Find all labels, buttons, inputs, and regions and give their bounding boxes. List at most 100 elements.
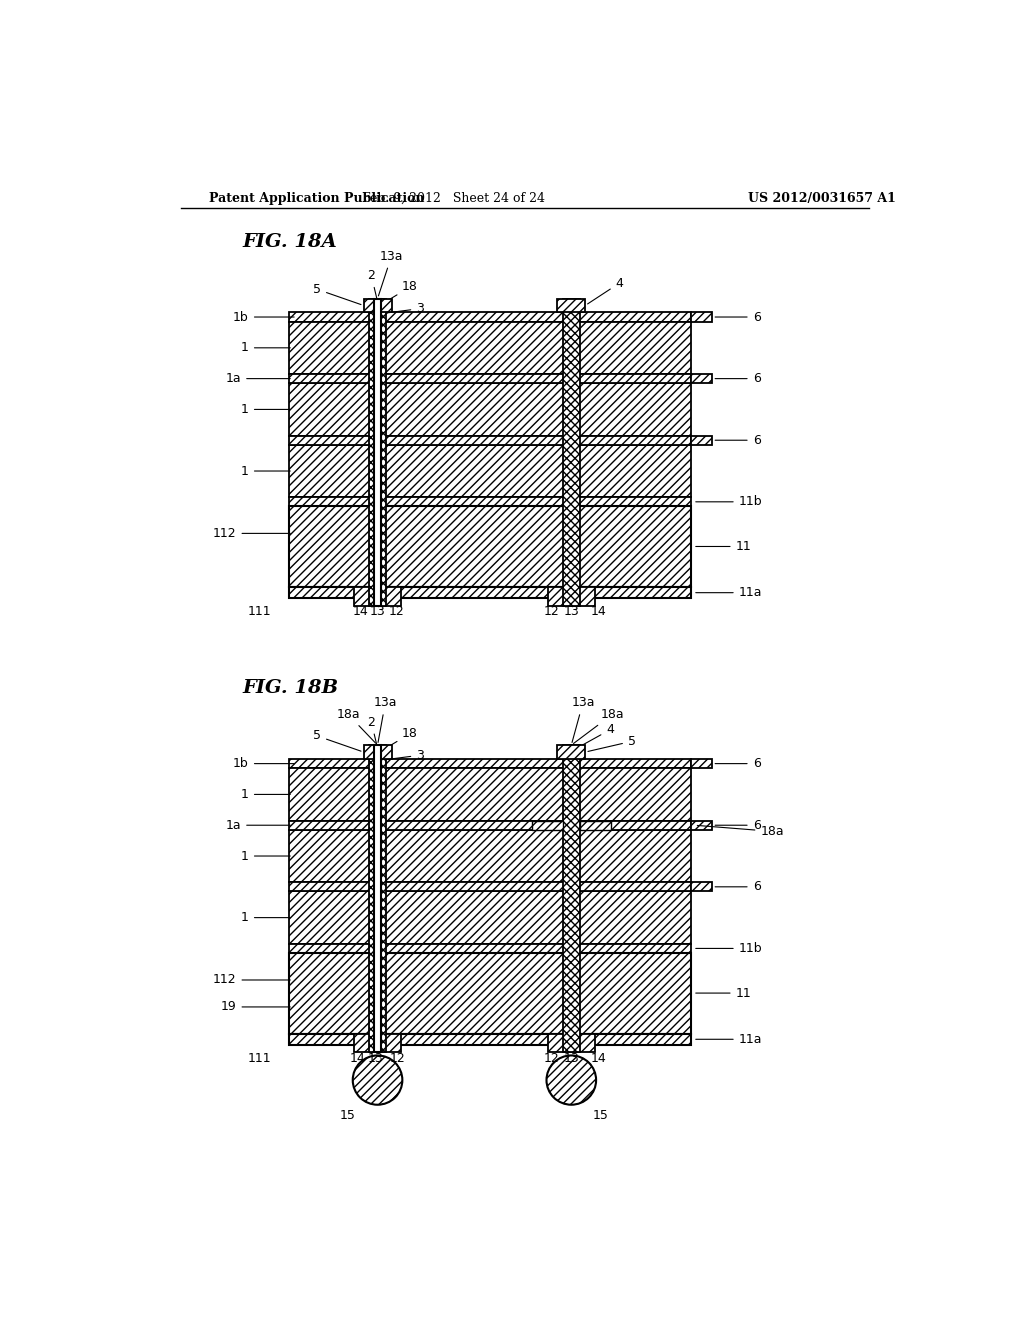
Bar: [690, 436, 713, 445]
Bar: [289, 768, 690, 821]
Bar: [289, 436, 690, 445]
Text: 13: 13: [563, 1052, 580, 1065]
Bar: [289, 821, 690, 830]
Bar: [690, 313, 713, 322]
Text: 111: 111: [248, 1052, 271, 1065]
Text: 13a: 13a: [379, 249, 403, 296]
Text: 1b: 1b: [233, 310, 294, 323]
Text: 12: 12: [389, 606, 404, 619]
Text: 14: 14: [349, 1052, 366, 1065]
Bar: [580, 821, 611, 830]
Text: 14: 14: [591, 1052, 606, 1065]
Text: 112: 112: [213, 527, 290, 540]
Text: 11a: 11a: [695, 586, 762, 599]
Text: 1: 1: [241, 342, 290, 354]
Bar: [563, 744, 580, 1052]
Text: 1: 1: [241, 911, 290, 924]
Bar: [548, 587, 595, 606]
Bar: [289, 944, 690, 953]
Text: 11: 11: [695, 540, 752, 553]
Text: 3: 3: [382, 748, 424, 762]
Circle shape: [547, 1056, 596, 1105]
Text: 12: 12: [390, 1052, 406, 1065]
Text: 18a: 18a: [336, 708, 376, 743]
Text: 6: 6: [715, 372, 761, 385]
Text: 1b: 1b: [233, 758, 294, 770]
Text: 5: 5: [313, 730, 361, 751]
Text: 13: 13: [370, 606, 385, 619]
Bar: [563, 298, 580, 606]
Bar: [289, 587, 690, 598]
Text: US 2012/0031657 A1: US 2012/0031657 A1: [748, 191, 896, 205]
Text: 13: 13: [563, 606, 580, 619]
Text: 14: 14: [591, 606, 606, 619]
Bar: [369, 744, 386, 1052]
Bar: [289, 953, 690, 1034]
Bar: [354, 1034, 400, 1052]
Text: 1: 1: [241, 465, 290, 478]
Text: 1a: 1a: [225, 818, 290, 832]
Bar: [289, 891, 690, 944]
Text: 2: 2: [368, 269, 377, 298]
Bar: [289, 882, 690, 891]
Bar: [289, 383, 690, 436]
Text: 3: 3: [382, 302, 424, 315]
Text: 112: 112: [213, 973, 290, 986]
Text: 13a: 13a: [571, 696, 595, 742]
Bar: [375, 298, 381, 606]
Text: 6: 6: [715, 758, 761, 770]
Text: 15: 15: [593, 1109, 608, 1122]
Text: 14: 14: [352, 606, 369, 619]
Text: 12: 12: [544, 606, 560, 619]
Text: 18: 18: [383, 727, 418, 750]
Text: 2: 2: [368, 715, 377, 746]
Text: 4: 4: [572, 723, 614, 751]
Text: 1: 1: [241, 788, 290, 801]
Bar: [289, 830, 690, 882]
Text: FIG. 18A: FIG. 18A: [243, 232, 338, 251]
Bar: [289, 313, 690, 322]
Bar: [531, 821, 563, 830]
Text: 5: 5: [588, 735, 636, 751]
Text: Patent Application Publication: Patent Application Publication: [209, 191, 425, 205]
Bar: [289, 374, 690, 383]
Bar: [289, 507, 690, 587]
Bar: [289, 322, 690, 374]
Text: 13: 13: [368, 1052, 384, 1065]
Text: 1a: 1a: [225, 372, 290, 385]
Bar: [557, 298, 586, 313]
Text: 12: 12: [544, 1052, 559, 1065]
Text: 19: 19: [221, 1001, 290, 1014]
Circle shape: [352, 1056, 402, 1105]
Text: 5: 5: [313, 282, 361, 305]
Text: 11: 11: [695, 986, 752, 999]
Text: 11b: 11b: [695, 942, 762, 954]
Bar: [364, 298, 391, 313]
Text: 18: 18: [383, 280, 418, 304]
Bar: [375, 744, 381, 1052]
Bar: [289, 759, 690, 768]
Text: FIG. 18B: FIG. 18B: [243, 680, 339, 697]
Text: 6: 6: [715, 434, 761, 446]
Bar: [364, 744, 391, 759]
Text: 6: 6: [715, 310, 761, 323]
Bar: [289, 445, 690, 498]
Bar: [690, 821, 713, 830]
Text: 15: 15: [340, 1109, 356, 1122]
Text: 1: 1: [241, 403, 290, 416]
Text: 13a: 13a: [374, 696, 397, 742]
Bar: [369, 298, 386, 606]
Text: 18a: 18a: [697, 825, 784, 838]
Text: 6: 6: [715, 818, 761, 832]
Bar: [289, 498, 690, 507]
Text: 6: 6: [715, 880, 761, 894]
Bar: [354, 587, 400, 606]
Text: 11a: 11a: [695, 1032, 762, 1045]
Bar: [690, 759, 713, 768]
Text: 111: 111: [248, 606, 271, 619]
Bar: [557, 744, 586, 759]
Bar: [548, 1034, 595, 1052]
Text: 1: 1: [241, 850, 290, 862]
Bar: [690, 882, 713, 891]
Text: Feb. 9, 2012   Sheet 24 of 24: Feb. 9, 2012 Sheet 24 of 24: [362, 191, 545, 205]
